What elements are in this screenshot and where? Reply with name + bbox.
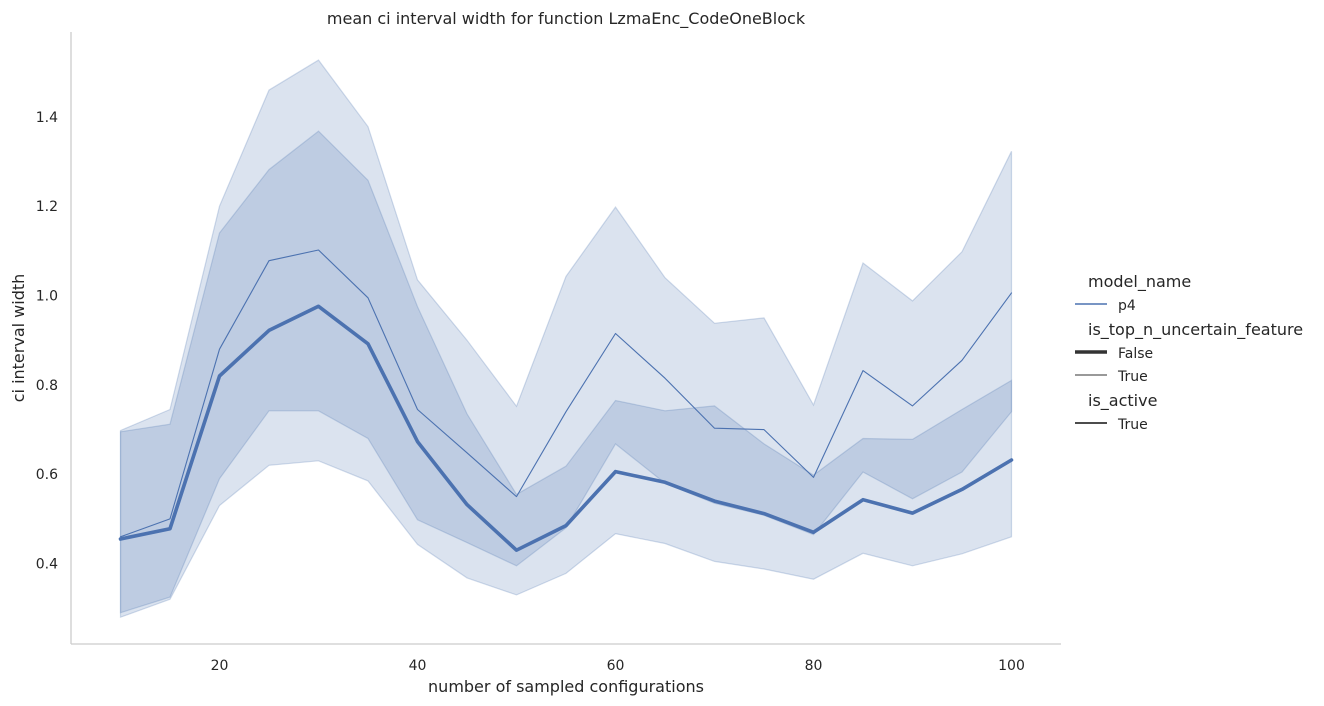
y-axis-title: ci interval width bbox=[9, 274, 28, 403]
series-lines bbox=[118, 249, 1014, 553]
legend-label: True bbox=[1117, 417, 1148, 433]
legend-label: False bbox=[1118, 346, 1153, 362]
y-tick-label: 0.4 bbox=[36, 557, 58, 573]
series-line-thick bbox=[118, 304, 1014, 553]
x-tick-labels: 20 40 60 80 100 bbox=[211, 658, 1025, 674]
ci-band-thin bbox=[119, 59, 1013, 619]
x-tick-label: 20 bbox=[211, 658, 229, 674]
y-tick-label: 0.6 bbox=[36, 467, 58, 483]
x-tick-label: 80 bbox=[805, 658, 823, 674]
confidence-bands bbox=[119, 59, 1013, 619]
ci-band-thick bbox=[119, 130, 1013, 614]
legend-title: is_top_n_uncertain_feature bbox=[1088, 320, 1303, 340]
series-line-thin bbox=[119, 249, 1013, 538]
y-tick-label: 1.2 bbox=[36, 199, 58, 215]
legend: model_name p4 is_top_n_uncertain_feature Fa… bbox=[1075, 272, 1303, 433]
x-tick-label: 100 bbox=[998, 658, 1025, 674]
legend-label: True bbox=[1117, 369, 1148, 385]
y-tick-label: 1.4 bbox=[36, 110, 58, 126]
legend-title: model_name bbox=[1088, 272, 1191, 292]
y-tick-label: 1.0 bbox=[36, 289, 58, 305]
legend-title: is_active bbox=[1088, 391, 1157, 411]
x-tick-label: 60 bbox=[607, 658, 625, 674]
x-tick-label: 40 bbox=[409, 658, 427, 674]
y-tick-label: 0.8 bbox=[36, 378, 58, 394]
x-axis-title: number of sampled configurations bbox=[428, 677, 704, 696]
chart-title: mean ci interval width for function Lzma… bbox=[327, 9, 806, 29]
y-tick-labels: 0.4 0.6 0.8 1.0 1.2 1.4 bbox=[36, 110, 58, 573]
legend-label: p4 bbox=[1118, 298, 1136, 314]
